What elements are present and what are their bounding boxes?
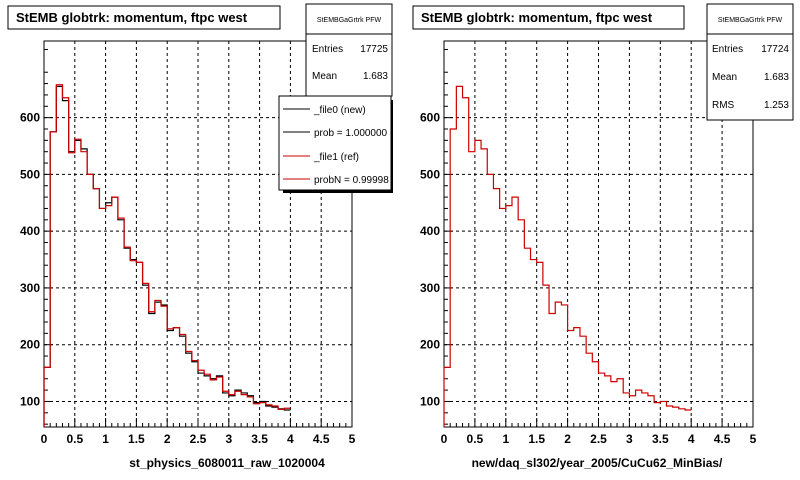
y-tick-label: 500 [420, 167, 440, 181]
left-grid [44, 41, 352, 427]
x-tick-label: 2 [564, 432, 571, 446]
x-tick-label: 2 [164, 432, 171, 446]
right-stats-entries-label: Entries [712, 44, 743, 55]
left-stats-entries-value: 17725 [360, 44, 388, 55]
left-histogram-panel: StEMB globtrk: momentum, ftpc west 0 0.5 1… [7, 3, 393, 470]
x-tick-label: 4 [688, 432, 695, 446]
x-tick-label: 3 [225, 432, 232, 446]
left-series-group [43, 84, 291, 427]
right-chart-title: StEMB globtrk: momentum, ftpc west [421, 10, 653, 25]
x-tick-label: 1.5 [528, 432, 545, 446]
legend-label-file0: _file0 (new) [313, 105, 366, 116]
left-axis-ticks: 0 0.5 1 1.5 2 2.5 3 3.5 4 4.5 5 100 200 300 400 500 600 [20, 49, 356, 446]
x-tick-label: 0 [441, 432, 448, 446]
x-tick-label: 3 [626, 432, 633, 446]
right-series-group [443, 85, 692, 427]
x-tick-label: 4.5 [313, 432, 330, 446]
y-tick-label: 400 [420, 224, 440, 238]
x-tick-label: 1 [102, 432, 109, 446]
y-tick-label: 100 [20, 394, 40, 408]
right-stats-box: StEMBGaGrtrk PFW Entries 17724 Mean 1.68… [706, 3, 794, 121]
y-tick-label: 100 [420, 394, 440, 408]
x-tick-label: 0.5 [66, 432, 83, 446]
right-title-box [412, 5, 685, 30]
y-tick-label: 600 [20, 111, 40, 125]
left-stats-box: StEMBGaGrtrk PFW Entries 17725 Mean 1.68… [305, 3, 393, 97]
x-tick-label: 4 [287, 432, 294, 446]
x-tick-label: 4.5 [714, 432, 731, 446]
right-stats-rms-label: RMS [712, 100, 735, 111]
y-tick-label: 300 [420, 281, 440, 295]
x-tick-label: 5 [750, 432, 757, 446]
y-tick-label: 200 [20, 338, 40, 352]
right-stats-title: StEMBGaGrtrk PFW [718, 17, 783, 24]
right-stats-mean-value: 1.683 [764, 72, 789, 83]
legend-label-prob: prob = 1.000000 [314, 128, 388, 139]
x-tick-label: 2.5 [190, 432, 207, 446]
x-tick-label: 5 [349, 432, 356, 446]
right-grid [444, 41, 753, 427]
y-tick-label: 500 [20, 167, 40, 181]
right-stats-entries-value: 17724 [761, 44, 789, 55]
left-legend: _file0 (new) prob = 1.000000 _file1 (ref… [278, 95, 393, 193]
left-stats-title: StEMBGaGrtrk PFW [317, 17, 382, 24]
x-tick-label: 0 [41, 432, 48, 446]
x-tick-label: 0.5 [467, 432, 484, 446]
legend-label-file1: _file1 (ref) [313, 152, 359, 163]
right-stats-mean-label: Mean [712, 72, 737, 83]
x-tick-label: 1.5 [128, 432, 145, 446]
left-stats-entries-label: Entries [312, 44, 343, 55]
x-tick-label: 1 [502, 432, 509, 446]
x-tick-label: 2.5 [590, 432, 607, 446]
x-tick-label: 3.5 [251, 432, 268, 446]
right-stats-rms-value: 1.253 [764, 100, 789, 111]
x-tick-label: 3.5 [652, 432, 669, 446]
y-tick-label: 300 [20, 281, 40, 295]
right-axis-ticks: 0 0.5 1 1.5 2 2.5 3 3.5 4 4.5 5 100 200 300 400 500 600 [420, 49, 757, 446]
y-tick-label: 600 [420, 111, 440, 125]
histogram-series-b [43, 84, 291, 427]
y-tick-label: 200 [420, 338, 440, 352]
left-title-box [7, 5, 281, 30]
histogram-series-a [443, 85, 692, 427]
left-stats-mean-value: 1.683 [363, 71, 388, 82]
right-histogram-panel: StEMB globtrk: momentum, ftpc west 0 0.5 1… [412, 3, 794, 470]
legend-label-probN: probN = 0.99998 [314, 175, 389, 186]
left-chart-title: StEMB globtrk: momentum, ftpc west [16, 10, 248, 25]
left-x-axis-label: st_physics_6080011_raw_1020004 [129, 456, 325, 470]
y-tick-label: 400 [20, 224, 40, 238]
right-x-axis-label: new/daq_sl302/year_2005/CuCu62_MinBias/ [472, 456, 723, 470]
left-stats-mean-label: Mean [312, 71, 337, 82]
